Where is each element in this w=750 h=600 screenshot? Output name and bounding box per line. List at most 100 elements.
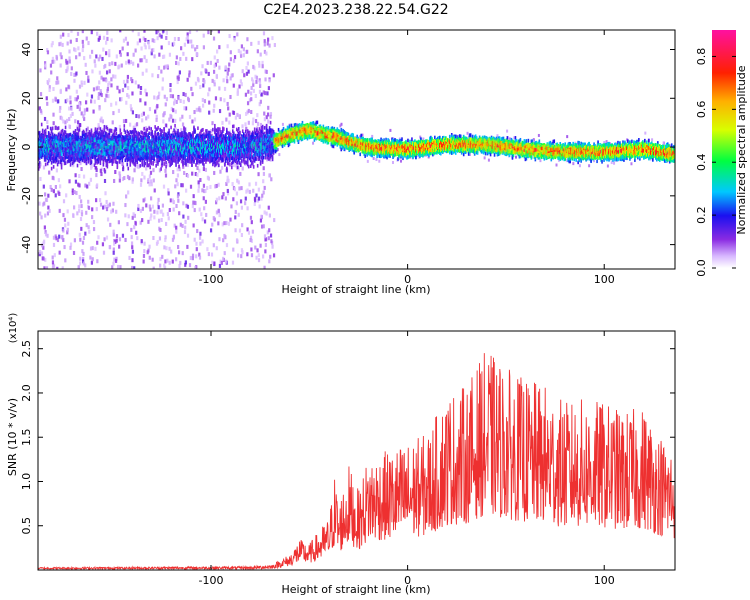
- spectrogram-cell: [103, 237, 106, 242]
- spectrogram-cell: [51, 59, 54, 64]
- spectrogram-cell: [74, 173, 77, 178]
- spectrogram-cell: [149, 207, 152, 212]
- spectrogram-cell: [45, 151, 48, 155]
- spectrogram-cell: [40, 144, 43, 148]
- spectrogram-cell: [258, 63, 261, 68]
- spectrogram-cell: [134, 220, 137, 225]
- spectrogram-cell: [234, 115, 237, 120]
- spectrogram-cell: [104, 63, 107, 68]
- spectrogram-cell: [252, 117, 255, 122]
- spectrogram-cell: [73, 190, 76, 195]
- spectrogram-cell: [131, 177, 134, 182]
- spectrogram-cell: [61, 138, 64, 143]
- spectrogram-cell: [238, 114, 241, 119]
- spectrogram-cell: [89, 54, 92, 59]
- spectrogram-cell: [195, 52, 198, 57]
- spectrogram-cell: [40, 147, 43, 152]
- spectrogram-cell: [229, 76, 232, 81]
- spectrogram-cell: [156, 210, 159, 215]
- spectrogram-cell: [172, 130, 175, 135]
- spectrogram-cell: [41, 141, 44, 145]
- spectrogram-cell: [44, 257, 47, 262]
- spectrogram-cell: [218, 109, 222, 114]
- spectrogram-cell: [186, 163, 189, 168]
- spectrogram-cell: [207, 30, 210, 35]
- spectrogram-cell: [185, 56, 188, 61]
- spectrogram-cell: [98, 198, 102, 203]
- spectrogram-cell: [201, 103, 205, 108]
- spectrogram-cell: [39, 211, 42, 216]
- spectrogram-cell: [124, 36, 128, 41]
- spectrogram-cell: [71, 139, 74, 144]
- spectrogram-cell: [42, 184, 45, 189]
- spectrogram-cell: [64, 137, 67, 141]
- spectrogram-cell: [204, 68, 207, 73]
- spectrogram-cell: [38, 252, 41, 257]
- spectrogram-cell: [66, 41, 69, 46]
- spectrogram-cell: [229, 50, 232, 55]
- spectrogram-cell: [59, 148, 62, 153]
- spectrogram-cell: [126, 162, 129, 167]
- spectrogram-cell: [88, 229, 91, 234]
- spectrogram-cell: [50, 70, 53, 75]
- spectrogram-cell: [215, 200, 218, 205]
- spectrogram-cell: [80, 142, 83, 147]
- spectrogram-cell: [38, 131, 40, 135]
- spectrogram-cell: [43, 145, 46, 150]
- spectrogram-cell: [86, 126, 89, 131]
- spectrogram-cell: [101, 56, 104, 61]
- spectrogram-cell: [261, 193, 264, 198]
- spectrogram-cell: [170, 106, 173, 111]
- spectrogram-cell: [103, 167, 106, 172]
- spectrogram-cell: [111, 265, 114, 269]
- spectrogram-cell: [112, 232, 115, 237]
- spectrogram-cell: [48, 147, 51, 152]
- spectrogram-cell: [61, 266, 64, 269]
- spectrogram-cell: [105, 207, 109, 212]
- spectrogram-cell: [246, 101, 250, 106]
- spectrogram-cell: [111, 208, 114, 213]
- spectrogram-cell: [65, 193, 68, 198]
- spectrogram-cell: [215, 183, 218, 188]
- spectrogram-cell: [212, 243, 215, 248]
- spectrogram-cell: [83, 153, 86, 157]
- spectrogram-cell: [100, 172, 103, 177]
- spectrogram-cell: [132, 52, 135, 57]
- spectrogram-cell: [59, 52, 62, 57]
- spectrogram-cell: [106, 217, 110, 222]
- spectrogram-cell: [79, 161, 82, 166]
- spectrogram-cell: [74, 48, 77, 53]
- spectrogram-cell: [151, 38, 154, 43]
- spectrogram-cell: [61, 42, 64, 47]
- spectrogram-cell: [51, 98, 55, 103]
- spectrogram-cell: [140, 46, 143, 51]
- spectrogram-cell: [651, 138, 654, 142]
- spectrogram-cell: [232, 110, 236, 115]
- spectrogram-cell: [79, 217, 83, 222]
- spectrogram-cell: [45, 155, 48, 159]
- spectrogram-cell: [168, 208, 171, 213]
- spectrogram-cell: [72, 134, 75, 139]
- spectrogram-cell: [244, 122, 247, 127]
- spectrogram-cell: [122, 165, 125, 170]
- spectrogram-cell: [363, 138, 366, 142]
- spectrogram-cell: [265, 115, 268, 120]
- spectrogram-cell: [141, 160, 144, 164]
- spectrogram-cell: [515, 155, 518, 159]
- spectrogram-cell: [247, 69, 250, 74]
- spectrogram-cell: [132, 125, 135, 130]
- spectrogram-cell: [148, 126, 150, 131]
- spectrogram-cell: [134, 80, 137, 85]
- spectrogram-cell: [52, 242, 56, 247]
- spectrogram-cell: [371, 134, 374, 138]
- spectrogram-cell: [231, 182, 234, 187]
- spectrogram-cell: [189, 255, 192, 260]
- spectrogram-cell: [191, 92, 194, 97]
- spectrogram-cell: [175, 159, 177, 164]
- spectrogram-cell: [64, 125, 67, 130]
- spectrogram-cell: [192, 223, 195, 228]
- spectrogram-cell: [56, 153, 59, 158]
- spectrogram-cell: [228, 62, 231, 67]
- spectrogram-cell: [94, 246, 97, 251]
- spectrogram-cell: [55, 141, 58, 146]
